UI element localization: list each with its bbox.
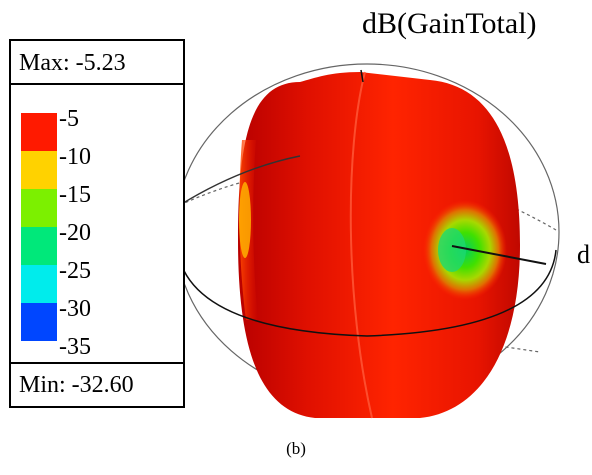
color-legend: Max: -5.23 -5 -10 -15 -20 -25 -30 -35 Mi… [9,39,185,408]
figure-caption: (b) [286,439,306,458]
legend-tick-label: -15 [59,182,91,208]
legend-max-value: Max: -5.23 [11,41,183,85]
plot-title: dB(GainTotal) [362,7,537,40]
legend-tick-label: -20 [59,220,91,246]
legend-swatch-4 [21,227,57,265]
legend-tick-label: -5 [59,106,79,132]
axis-label: d [577,240,590,269]
gain-pattern-body [238,71,520,419]
wireframe-front [175,69,557,337]
legend-swatch-2 [21,151,57,189]
legend-swatch-1 [21,113,57,151]
legend-tick-label: -35 [59,334,91,360]
legend-swatch-3 [21,189,57,227]
legend-tick-label: -25 [59,258,91,284]
legend-min-value: Min: -32.60 [11,362,183,406]
legend-tick-label: -10 [59,144,91,170]
legend-swatch-5 [21,265,57,303]
legend-swatch-6 [21,303,57,341]
legend-tick-label: -30 [59,296,91,322]
